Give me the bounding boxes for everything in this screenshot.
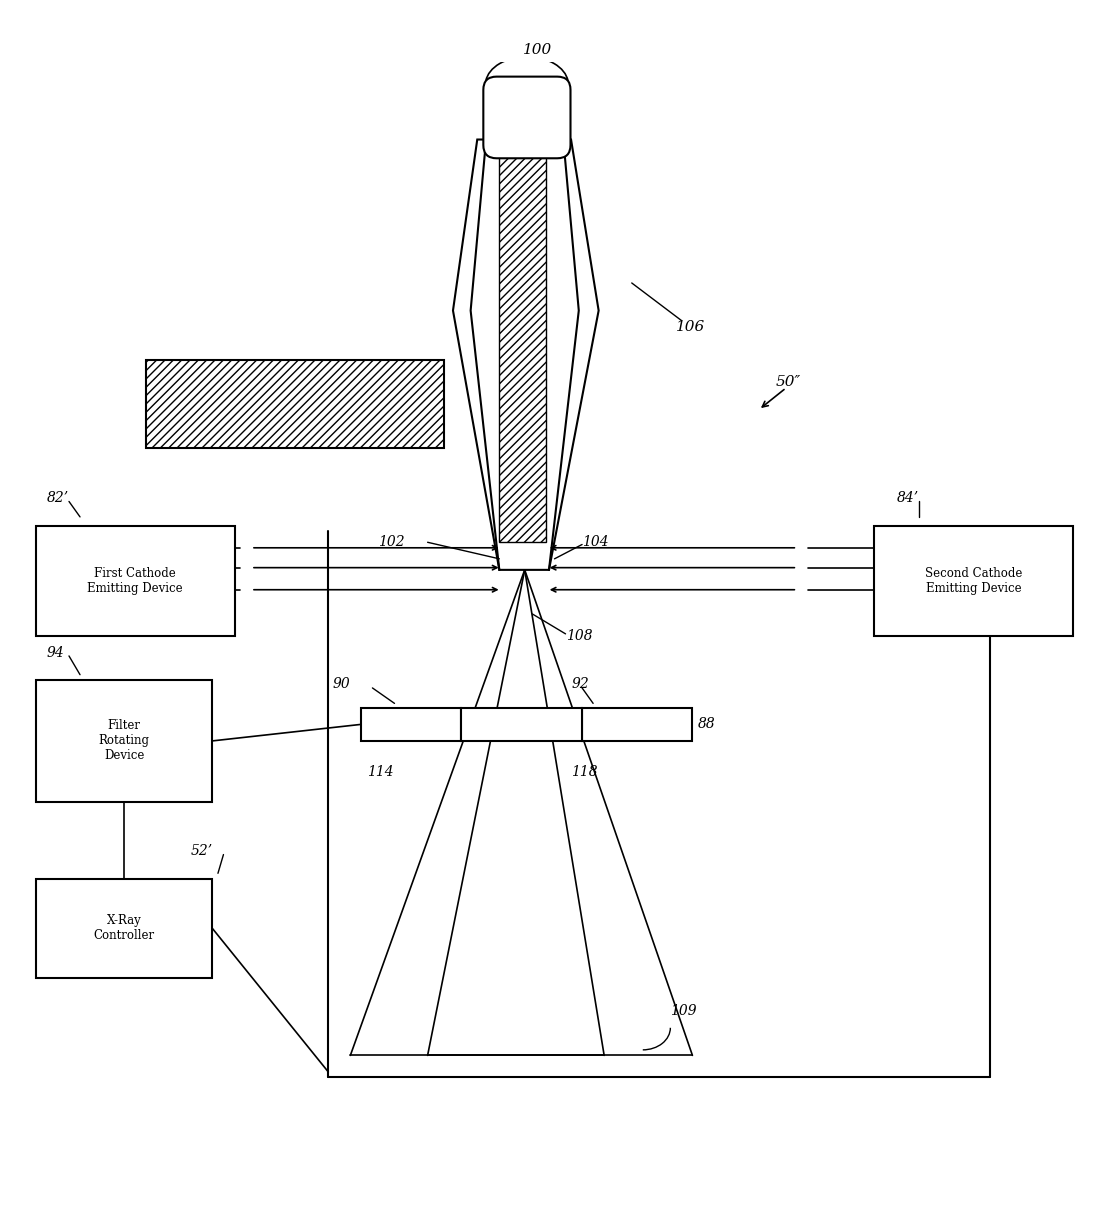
Text: 109: 109 [670,1005,696,1018]
Text: 118: 118 [571,765,598,779]
Bar [460,707,582,740]
Text: 102: 102 [378,535,405,549]
Text: 114: 114 [367,765,394,779]
Bar [35,879,213,979]
FancyBboxPatch shape [484,76,570,158]
Text: 84’: 84’ [896,491,918,505]
Text: 100: 100 [523,43,552,56]
Text: 106: 106 [675,321,705,334]
Text: Filter
Rotating
Device: Filter Rotating Device [99,720,150,763]
Text: 82’: 82’ [47,491,69,505]
Text: First Cathode
Emitting Device: First Cathode Emitting Device [88,567,183,594]
Polygon shape [452,140,599,570]
Text: 92: 92 [571,677,589,690]
Text: 52’: 52’ [191,844,213,858]
Bar [362,707,460,740]
Bar [582,707,692,740]
Text: 108: 108 [566,629,592,643]
Bar [146,360,445,448]
Text: Second Cathode
Emitting Device: Second Cathode Emitting Device [925,567,1022,594]
Bar [35,680,213,802]
Text: 90: 90 [333,677,350,690]
Text: 50″: 50″ [775,376,801,389]
Bar [35,526,234,636]
Bar [499,140,546,543]
Text: 104: 104 [582,535,609,549]
Text: 94: 94 [47,646,64,659]
Text: 88: 88 [698,717,715,732]
Text: X-Ray
Controller: X-Ray Controller [93,915,155,942]
Bar [875,526,1074,636]
